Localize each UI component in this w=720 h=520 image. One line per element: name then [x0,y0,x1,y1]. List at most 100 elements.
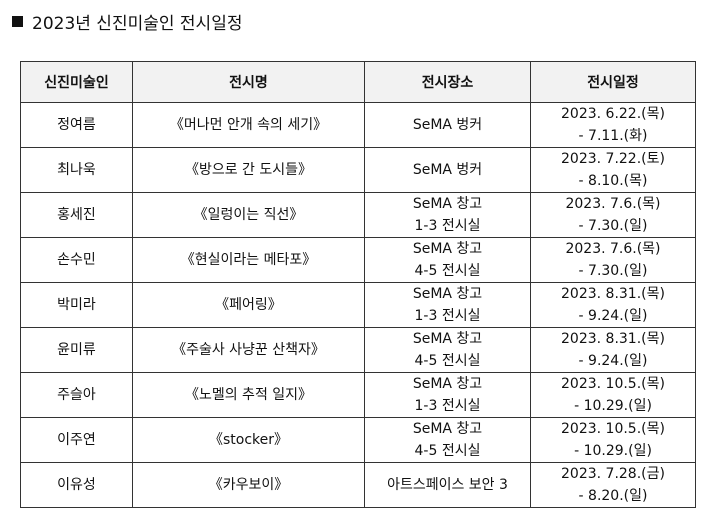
venue-line-1: SeMA 창고 [412,421,483,437]
cell-venue: SeMA 창고 1-3 전시실 [364,282,531,328]
cell-artist: 손수민 [20,237,133,283]
cell-venue: SeMA 창고 1-3 전시실 [364,192,531,238]
artist-name: 윤미류 [57,342,96,358]
artist-name: 홍세진 [57,207,96,223]
venue-line-1: SeMA 벙커 [412,117,483,133]
date-start: 2023. 7.22.(토) [561,151,665,167]
cell-date: 2023. 6.22.(목) - 7.11.(화) [530,102,696,148]
venue-line-1: SeMA 창고 [412,196,483,212]
page-title: 2023년 신진미술인 전시일정 [12,9,242,34]
cell-title: 《stocker》 [132,417,365,463]
artist-name: 정여름 [57,117,96,133]
table-row: 손수민 《현실이라는 메타포》 SeMA 창고 4-5 전시실 2023. 7.6.(목… [20,237,696,283]
cell-title: 《카우보이》 [132,462,365,508]
cell-title: 《현실이라는 메타포》 [132,237,365,283]
artist-name: 박미라 [57,297,96,313]
venue-line-2: 4-5 전시실 [414,443,481,459]
header-venue: 전시장소 [364,61,531,103]
header-date: 전시일정 [530,61,696,103]
venue-line-2: 1-3 전시실 [414,218,481,234]
cell-venue: SeMA 벙커 [364,147,531,193]
exhibition-title: 《현실이라는 메타포》 [180,252,317,268]
date-start: 2023. 10.5.(목) [561,421,665,437]
date-end: - 7.30.(일) [578,218,648,234]
table-row: 이유성 《카우보이》 아트스페이스 보안 3 2023. 7.28.(금) - 8.20… [20,462,696,508]
exhibition-title: 《페어링》 [215,297,282,313]
cell-date: 2023. 8.31.(목) - 9.24.(일) [530,282,696,328]
date-end: - 8.20.(일) [578,488,648,504]
cell-title: 《방으로 간 도시들》 [132,147,365,193]
venue-line-1: SeMA 창고 [412,241,483,257]
cell-venue: SeMA 창고 4-5 전시실 [364,237,531,283]
cell-artist: 박미라 [20,282,133,328]
cell-title: 《페어링》 [132,282,365,328]
artist-name: 이유성 [57,477,96,493]
table-row: 최나욱 《방으로 간 도시들》 SeMA 벙커 2023. 7.22.(토) - 8.1… [20,147,696,193]
cell-artist: 윤미류 [20,327,133,373]
table-row: 윤미류 《주술사 사냥꾼 산책자》 SeMA 창고 4-5 전시실 2023. 8.31… [20,327,696,373]
exhibition-title: 《방으로 간 도시들》 [184,162,313,178]
table-row: 홍세진 《일렁이는 직선》 SeMA 창고 1-3 전시실 2023. 7.6.(목) -… [20,192,696,238]
cell-date: 2023. 8.31.(목) - 9.24.(일) [530,327,696,373]
cell-venue: 아트스페이스 보안 3 [364,462,531,508]
header-artist: 신진미술인 [20,61,133,103]
cell-artist: 이주연 [20,417,133,463]
cell-date: 2023. 7.22.(토) - 8.10.(목) [530,147,696,193]
square-bullet-icon [12,16,23,27]
date-end: - 7.11.(화) [578,128,648,144]
date-start: 2023. 7.6.(목) [565,241,661,257]
table-row: 이주연 《stocker》 SeMA 창고 4-5 전시실 2023. 10.5.(목)… [20,417,696,463]
cell-artist: 정여름 [20,102,133,148]
cell-title: 《주술사 사냥꾼 산책자》 [132,327,365,373]
cell-title: 《일렁이는 직선》 [132,192,365,238]
date-end: - 9.24.(일) [578,308,648,324]
date-start: 2023. 8.31.(목) [561,331,665,347]
artist-name: 손수민 [57,252,96,268]
cell-venue: SeMA 벙커 [364,102,531,148]
page-title-text: 2023년 신진미술인 전시일정 [32,14,243,34]
exhibition-title: 《카우보이》 [208,477,289,493]
cell-artist: 주슬아 [20,372,133,418]
artist-name: 주슬아 [57,387,96,403]
cell-artist: 최나욱 [20,147,133,193]
venue-line-1: SeMA 창고 [412,286,483,302]
venue-line-2: 4-5 전시실 [414,353,481,369]
cell-artist: 이유성 [20,462,133,508]
venue-line-1: SeMA 벙커 [412,162,483,178]
date-start: 2023. 7.28.(금) [561,466,665,482]
venue-line-1: SeMA 창고 [412,376,483,392]
artist-name: 최나욱 [57,162,96,178]
exhibition-title: 《머나먼 안개 속의 세기》 [169,117,328,133]
venue-line-1: SeMA 창고 [412,331,483,347]
exhibition-title: 《주술사 사냥꾼 산책자》 [172,342,325,358]
date-start: 2023. 10.5.(목) [561,376,665,392]
table-row: 박미라 《페어링》 SeMA 창고 1-3 전시실 2023. 8.31.(목) - 9.… [20,282,696,328]
exhibition-schedule-table: 신진미술인 전시명 전시장소 전시일정 정여름 《머나먼 안개 속의 세기》 SeM… [20,61,696,508]
date-end: - 9.24.(일) [578,353,648,369]
cell-title: 《머나먼 안개 속의 세기》 [132,102,365,148]
header-title: 전시명 [132,61,365,103]
cell-title: 《노멜의 추적 일지》 [132,372,365,418]
venue-line-2: 1-3 전시실 [414,398,481,414]
venue-line-2: 1-3 전시실 [414,308,481,324]
date-end: - 10.29.(일) [574,398,652,414]
date-end: - 8.10.(목) [578,173,648,189]
cell-date: 2023. 7.28.(금) - 8.20.(일) [530,462,696,508]
cell-venue: SeMA 창고 1-3 전시실 [364,372,531,418]
date-end: - 10.29.(일) [574,443,652,459]
table-row: 주슬아 《노멜의 추적 일지》 SeMA 창고 1-3 전시실 2023. 10.5.(… [20,372,696,418]
table-row: 정여름 《머나먼 안개 속의 세기》 SeMA 벙커 2023. 6.22.(목) - … [20,102,696,148]
cell-date: 2023. 10.5.(목) - 10.29.(일) [530,417,696,463]
cell-venue: SeMA 창고 4-5 전시실 [364,417,531,463]
cell-date: 2023. 7.6.(목) - 7.30.(일) [530,237,696,283]
exhibition-title: 《stocker》 [208,432,289,448]
cell-date: 2023. 10.5.(목) - 10.29.(일) [530,372,696,418]
date-start: 2023. 8.31.(목) [561,286,665,302]
cell-venue: SeMA 창고 4-5 전시실 [364,327,531,373]
venue-line-1: 아트스페이스 보안 3 [387,477,508,493]
date-start: 2023. 7.6.(목) [565,196,661,212]
date-start: 2023. 6.22.(목) [561,106,665,122]
exhibition-title: 《노멜의 추적 일지》 [184,387,313,403]
exhibition-title: 《일렁이는 직선》 [193,207,304,223]
date-end: - 7.30.(일) [578,263,648,279]
